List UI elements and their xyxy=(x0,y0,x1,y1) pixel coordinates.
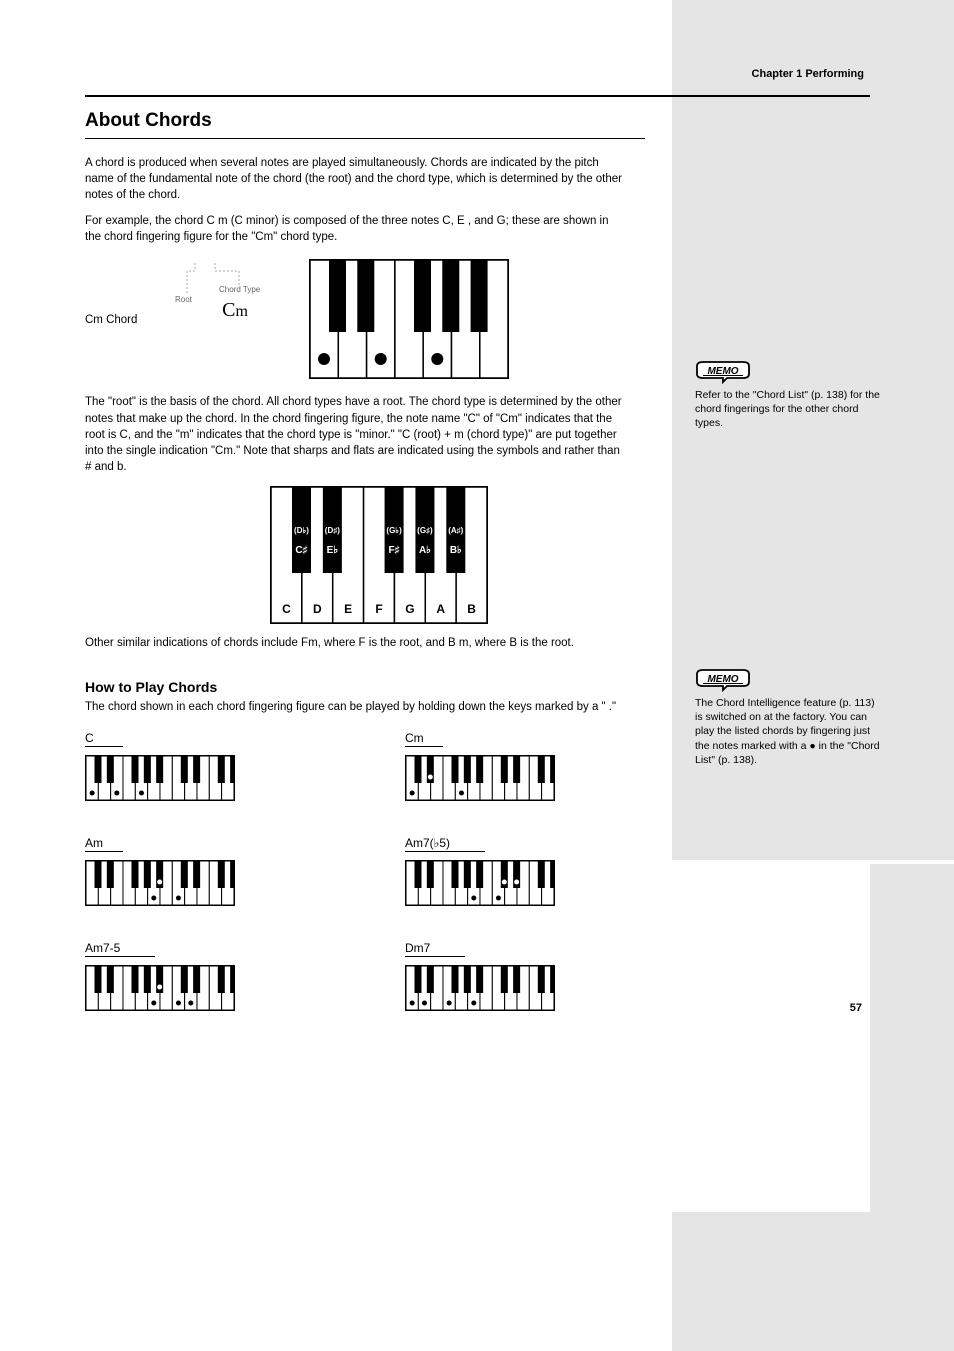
svg-text:F♯: F♯ xyxy=(388,545,399,556)
svg-text:(G♯): (G♯) xyxy=(417,526,433,535)
annot-root-label: Root xyxy=(175,295,192,304)
annot-root: C xyxy=(222,299,235,321)
memo-icon: MEMO xyxy=(695,668,885,692)
mini-kb-c xyxy=(85,755,235,801)
mini-kb-am7-5 xyxy=(85,965,235,1011)
memo-icon: MEMO xyxy=(695,360,885,384)
mini-kb-am7b5 xyxy=(405,860,555,906)
annot-chord-symbol: Cm Root Chord Type xyxy=(185,259,285,322)
annot-chord-label: Cm Chord xyxy=(85,259,185,326)
chord-cell-am7-5: Am7-5 xyxy=(85,939,405,1016)
chord-title: Dm7 xyxy=(405,941,465,957)
sidebar-shade-mid xyxy=(870,864,954,1212)
svg-text:C♯: C♯ xyxy=(295,545,307,556)
svg-text:(A♯): (A♯) xyxy=(448,526,463,535)
section-title: About Chords xyxy=(85,110,645,139)
main-content: About Chords A chord is produced when se… xyxy=(0,0,672,1044)
svg-text:(D♭): (D♭) xyxy=(294,526,309,535)
chord-cell-cm: Cm xyxy=(405,729,725,806)
note-name-keyboard: (D♭) (D♯) (G♭) (G♯) (A♯) C♯ E♭ F♯ A♭ B♭ … xyxy=(85,485,672,625)
memo-2: MEMO The Chord Intelligence feature (p. … xyxy=(695,668,885,767)
svg-text:A♭: A♭ xyxy=(418,545,430,556)
para-3: The "root" is the basis of the chord. Al… xyxy=(85,394,625,474)
chord-grid: C xyxy=(85,729,735,1044)
chord-title: Am7-5 xyxy=(85,941,155,957)
svg-text:(G♭): (G♭) xyxy=(386,526,402,535)
para-2: For example, the chord C m (C minor) is … xyxy=(85,213,625,245)
page-number: 57 xyxy=(850,1002,862,1014)
chord-cell-dm7: Dm7 xyxy=(405,939,725,1016)
chord-cell-am: Am xyxy=(85,834,405,911)
svg-text:A: A xyxy=(436,602,445,616)
subsection-title: How to Play Chords xyxy=(85,679,672,695)
top-rule xyxy=(85,95,870,97)
chord-cell-c: C xyxy=(85,729,405,806)
svg-text:G: G xyxy=(405,602,414,616)
sidebar-shade-bottom xyxy=(672,1212,954,1351)
svg-text:C: C xyxy=(282,602,291,616)
subsection-note: The chord shown in each chord fingering … xyxy=(85,701,672,713)
svg-text:(D♯): (D♯) xyxy=(324,526,339,535)
big-keyboard xyxy=(309,259,509,384)
note-name-keyboard-svg: (D♭) (D♯) (G♭) (G♯) (A♯) C♯ E♭ F♯ A♭ B♭ … xyxy=(269,485,489,625)
svg-text:D: D xyxy=(312,602,321,616)
annot-type-label: Chord Type xyxy=(219,285,260,294)
para-4: Other similar indications of chords incl… xyxy=(85,635,625,651)
chapter-header: Chapter 1 Performing xyxy=(752,68,864,80)
memo-1: MEMO Refer to the "Chord List" (p. 138) … xyxy=(695,360,885,431)
chord-title: Am xyxy=(85,836,123,852)
memo-2-text: The Chord Intelligence feature (p. 113) … xyxy=(695,696,885,767)
svg-text:B: B xyxy=(467,602,476,616)
para-1: A chord is produced when several notes a… xyxy=(85,155,625,203)
svg-text:E: E xyxy=(344,602,352,616)
annotated-chord-row: Cm Chord Cm Root Chord Type xyxy=(85,259,672,384)
big-keyboard-svg xyxy=(309,259,509,379)
chord-title: Am7(♭5) xyxy=(405,836,485,852)
svg-text:F: F xyxy=(375,602,382,616)
chord-title: C xyxy=(85,731,123,747)
chord-title: Cm xyxy=(405,731,443,747)
memo-1-text: Refer to the "Chord List" (p. 138) for t… xyxy=(695,388,885,431)
mini-kb-am xyxy=(85,860,235,906)
chord-cell-am7b5: Am7(♭5) xyxy=(405,834,725,911)
annot-type: m xyxy=(235,303,247,320)
svg-text:B♭: B♭ xyxy=(449,545,461,556)
svg-text:E♭: E♭ xyxy=(326,545,338,556)
mini-kb-cm xyxy=(405,755,555,801)
mini-kb-dm7 xyxy=(405,965,555,1011)
